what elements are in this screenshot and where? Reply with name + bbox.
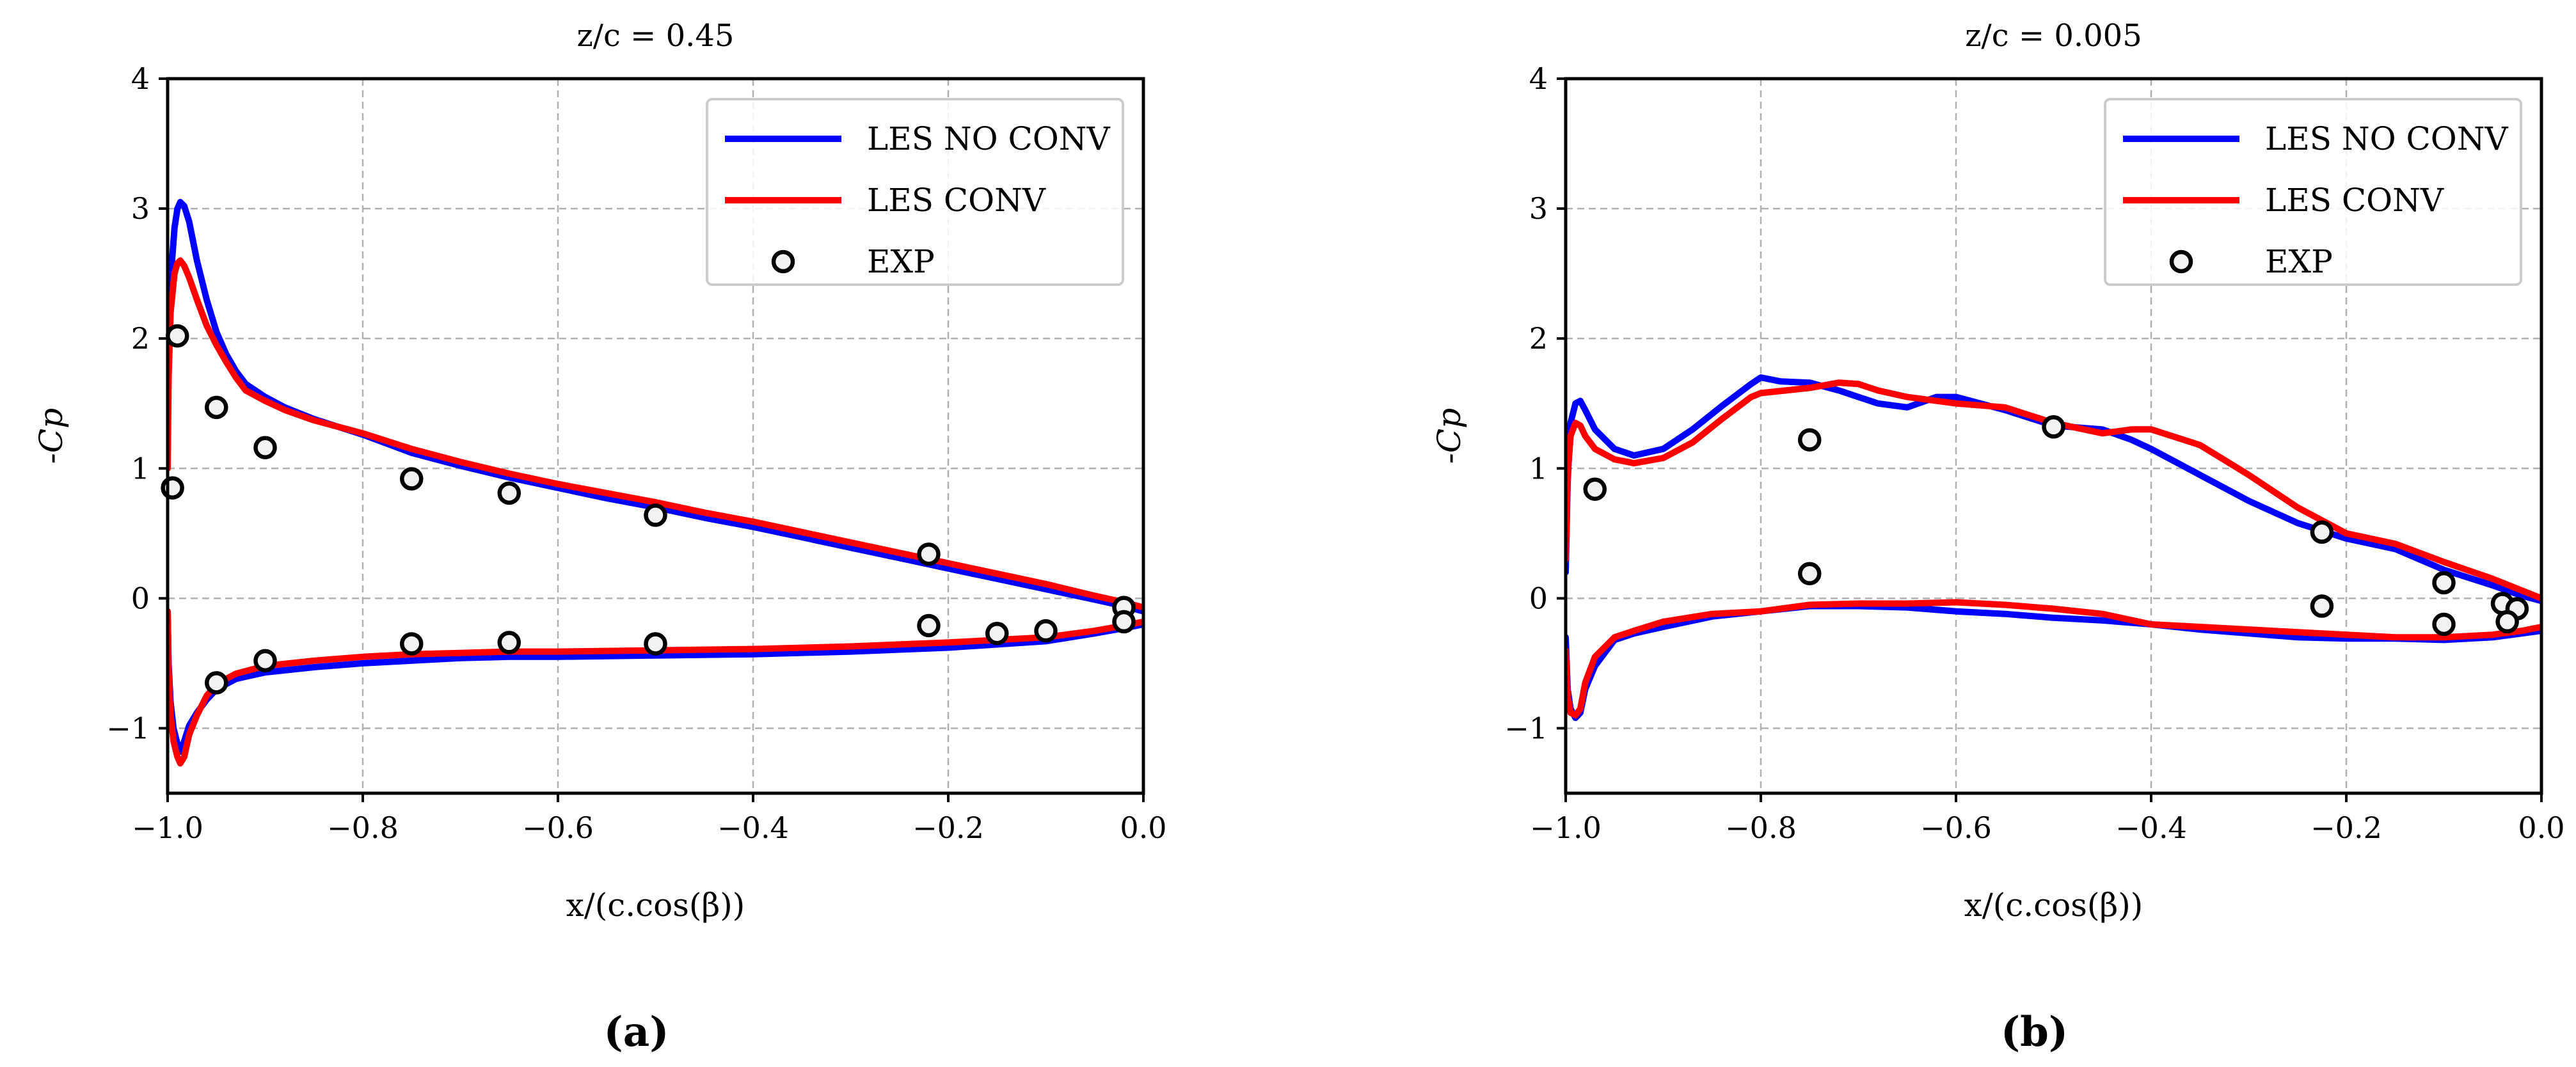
exp-marker <box>497 481 521 505</box>
exp-marker <box>1798 428 1822 452</box>
y-tick-label: 1 <box>1529 451 1548 486</box>
plot-area <box>1566 374 2541 722</box>
exp-marker <box>205 395 228 420</box>
legend-label: LES NO CONV <box>867 120 1110 157</box>
exp-marker <box>400 632 424 656</box>
series-line-les-conv-lower <box>1566 599 2541 719</box>
legend-label: LES NO CONV <box>2265 120 2508 157</box>
x-tick-label: −0.2 <box>912 810 984 845</box>
exp-marker <box>644 632 667 656</box>
chart-title: z/c = 0.45 <box>577 18 735 54</box>
series-line-les-conv-upper <box>168 257 1143 611</box>
exp-marker <box>161 476 184 500</box>
series-line-les-no-conv-upper <box>1566 374 2541 605</box>
x-tick-label: −0.8 <box>327 810 399 845</box>
exp-marker <box>253 649 277 673</box>
y-tick-label: 0 <box>131 581 150 615</box>
series-line-les-no-conv-lower <box>1566 603 2541 722</box>
exp-marker <box>2432 571 2456 595</box>
x-tick-label: −0.4 <box>717 810 789 845</box>
exp-marker <box>1034 619 1058 643</box>
exp-marker <box>985 621 1009 645</box>
exp-marker <box>253 436 277 460</box>
series-line-les-no-conv-lower <box>168 608 1143 755</box>
y-tick-label: 1 <box>131 451 150 486</box>
exp-marker <box>2310 594 2334 618</box>
legend: LES NO CONV LES CONV EXP <box>706 98 1124 286</box>
panel-label: (b) <box>2001 1008 2068 1056</box>
axes-frame <box>1564 77 2543 795</box>
exp-marker <box>1583 477 1607 502</box>
exp-marker <box>2042 415 2065 439</box>
y-tick-label: 3 <box>131 191 150 226</box>
exp-marker <box>2310 520 2334 544</box>
legend: LES NO CONV LES CONV EXP <box>2104 98 2522 286</box>
legend-label: LES CONV <box>2265 182 2444 219</box>
x-tick-label: 0.0 <box>2518 810 2564 845</box>
y-tick-label: 2 <box>131 321 150 356</box>
axes-frame <box>166 77 1145 795</box>
legend-swatch-exp <box>771 249 795 274</box>
x-tick-label: −0.4 <box>2115 810 2187 845</box>
y-tick-label: 2 <box>1529 321 1548 356</box>
legend-swatch-exp <box>2169 249 2193 274</box>
x-tick-label: −0.6 <box>1920 810 1992 845</box>
legend-label: EXP <box>867 243 935 280</box>
legend-box <box>706 98 1124 286</box>
y-tick-label: 4 <box>1529 61 1548 96</box>
exp-marker <box>1798 562 1822 586</box>
chart-panel-2: −1.0 −0.8 −0.6 −0.4 −0.2 0.0 −1 0 1 2 3 4 z/c = 0.00… <box>1431 18 2565 1056</box>
x-axis-label: x/(c.cos(β)) <box>566 887 745 924</box>
exp-marker <box>644 503 667 527</box>
x-tick-label: −1.0 <box>132 810 203 845</box>
plot-area <box>168 198 1143 767</box>
y-tick-label: −1 <box>1504 711 1548 745</box>
exp-marker <box>166 324 189 348</box>
exp-marker <box>1112 610 1136 634</box>
exp-marker <box>2495 610 2519 634</box>
x-tick-label: −0.8 <box>1725 810 1797 845</box>
panel-label: (a) <box>603 1008 669 1056</box>
exp-marker <box>497 631 521 654</box>
x-tick-label: −0.6 <box>522 810 594 845</box>
exp-marker <box>917 613 941 638</box>
legend-box <box>2104 98 2522 286</box>
chart-title: z/c = 0.005 <box>1965 18 2142 54</box>
x-tick-label: −1.0 <box>1530 810 1602 845</box>
series-line-les-conv-upper <box>1566 379 2541 602</box>
legend-label: LES CONV <box>867 182 1046 219</box>
legend-label: EXP <box>2265 243 2333 280</box>
y-tick-label: 3 <box>1529 191 1548 226</box>
y-tick-label: −1 <box>106 711 150 745</box>
exp-marker <box>205 671 228 695</box>
x-tick-label: −0.2 <box>2310 810 2382 845</box>
x-tick-label: 0.0 <box>1120 810 1166 845</box>
exp-marker <box>400 467 424 491</box>
y-tick-label: 0 <box>1529 581 1548 615</box>
y-tick-label: 4 <box>131 61 150 96</box>
y-axis-label: -Cp <box>33 408 70 464</box>
exp-marker <box>917 542 941 566</box>
y-axis-label: -Cp <box>1431 408 1468 464</box>
chart-panel-1: −1.0 −0.8 −0.6 −0.4 −0.2 0.0 −1 0 1 2 3 4 z/c = 0.45… <box>33 18 1167 1056</box>
series-line-les-conv-lower <box>168 608 1143 767</box>
x-axis-label: x/(c.cos(β)) <box>1964 887 2143 924</box>
exp-marker <box>2432 612 2456 636</box>
